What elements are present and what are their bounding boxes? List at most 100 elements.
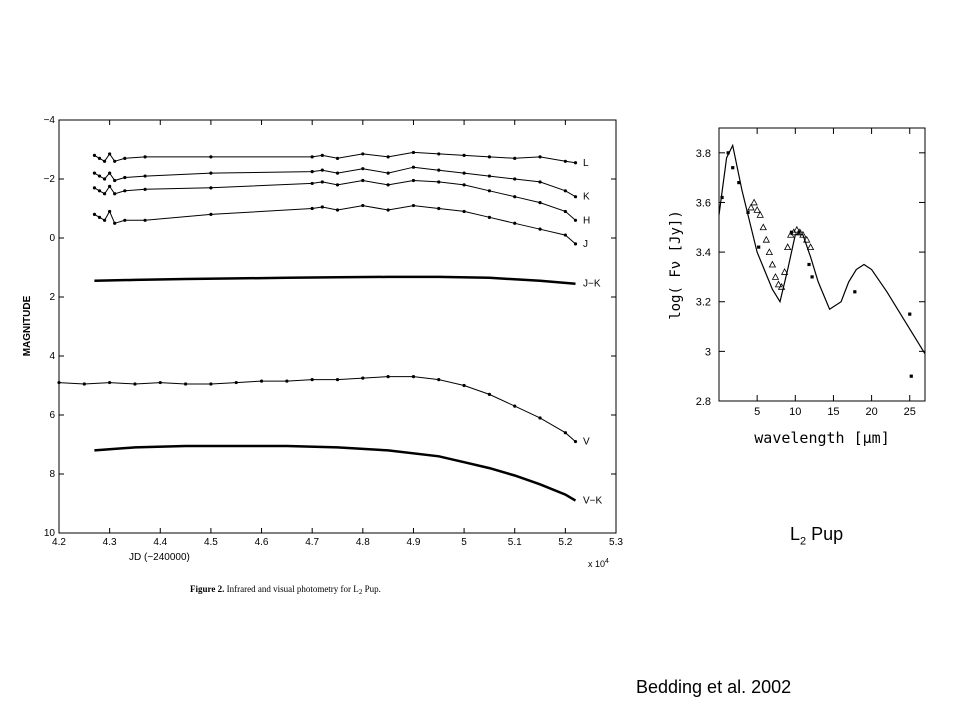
series-point [108,380,112,385]
series-point [335,183,340,187]
square-point [807,262,811,267]
triangle-point [753,206,761,213]
series-point [335,378,340,382]
series-point [92,212,97,216]
series-point [310,181,314,186]
x-multiplier-label: x 104 [588,558,609,569]
triangle-point [780,268,789,275]
series-end-label: J−K [583,279,601,290]
square-point [731,166,735,170]
series-point [320,168,324,172]
series-point [538,201,542,205]
series-point [462,183,466,187]
series-end-label: V [583,437,590,448]
series-end-label: L [583,158,589,169]
left-y-ticks: −4 −2 0 2 4 6 8 10 [44,115,616,539]
series-point [123,175,127,180]
triangle-point [765,248,774,255]
triangle-point [777,283,786,290]
series-point [335,171,340,175]
series-point [513,177,517,181]
series-point [183,382,188,386]
series-point [92,153,97,157]
series-point [123,156,127,160]
left-x-tick-label: 4.6 [255,537,269,548]
series-point [92,171,97,175]
right-y-axis-label: log( Fν [Jy]) [668,210,684,320]
triangle-point [759,223,767,231]
triangle-point [793,225,801,233]
square-point [789,230,794,234]
left-x-tick-label: 5 [461,537,467,548]
left-series-group [57,150,578,502]
square-point [737,181,741,185]
triangle-point [803,235,811,243]
right-x-tick-label: 20 [865,406,877,418]
left-y-tick-label: 8 [49,469,55,480]
series-point [386,375,390,379]
series-point [335,208,340,212]
left-x-tick-label: 4.9 [407,537,421,548]
series-point [487,215,492,219]
series-point [462,153,466,157]
series-point [310,170,314,174]
right-y-tick-label: 3 [705,346,711,358]
series-point [386,208,390,212]
series-point [82,382,86,386]
left-x-tick-label: 4.5 [204,537,218,548]
series-point [335,156,340,160]
square-point [757,245,761,249]
series-line [94,205,576,245]
triangle-point [771,273,780,280]
series-point [143,218,147,222]
series-point [97,174,102,178]
series-point [487,174,492,178]
series-point [97,189,102,193]
series-point [437,206,441,211]
series-point [108,209,112,214]
series-point [108,171,112,175]
series-point [113,159,117,163]
series-point [487,189,492,193]
triangle-point [774,280,783,288]
series-point [361,178,365,183]
series-line [94,275,576,285]
series-point [361,152,365,156]
series-point [437,152,441,156]
series-line [94,179,576,221]
left-y-tick-label: 4 [49,351,55,362]
triangle-point [747,203,755,211]
left-x-tick-label: 4.2 [52,537,66,548]
left-y-tick-label: 10 [44,528,56,539]
series-point [209,171,213,175]
series-end-label: J [583,239,588,250]
series-point [102,177,107,181]
left-x-tick-label: 5.3 [609,537,623,548]
triangle-point [799,230,807,238]
series-point [573,195,578,199]
series-point [123,218,127,222]
right-x-tick-label: 15 [827,406,839,418]
left-y-tick-label: −2 [44,174,56,185]
series-point [113,192,117,196]
series-point [209,212,213,216]
right-x-tick-label: 5 [754,406,760,418]
square-point [909,374,913,378]
series-point [209,382,213,386]
series-line [94,151,576,164]
series-point [97,156,102,160]
left-y-axis-label: MAGNITUDE [22,295,33,356]
series-point [437,168,441,172]
series-point [108,152,112,156]
sed-chart: 2.8 3 3.2 3.4 3.6 3.8 5 10 15 20 25 log( Fν [Jy])… [668,127,926,447]
series-point [462,209,466,214]
series-point [437,378,441,382]
series-point [102,159,107,163]
triangle-point [756,211,764,218]
right-y-tick-label: 3.4 [696,247,711,259]
series-point [538,180,542,184]
series-point [123,189,127,193]
series-point [563,431,567,435]
series-point [108,184,112,188]
series-end-label: V−K [583,496,603,507]
